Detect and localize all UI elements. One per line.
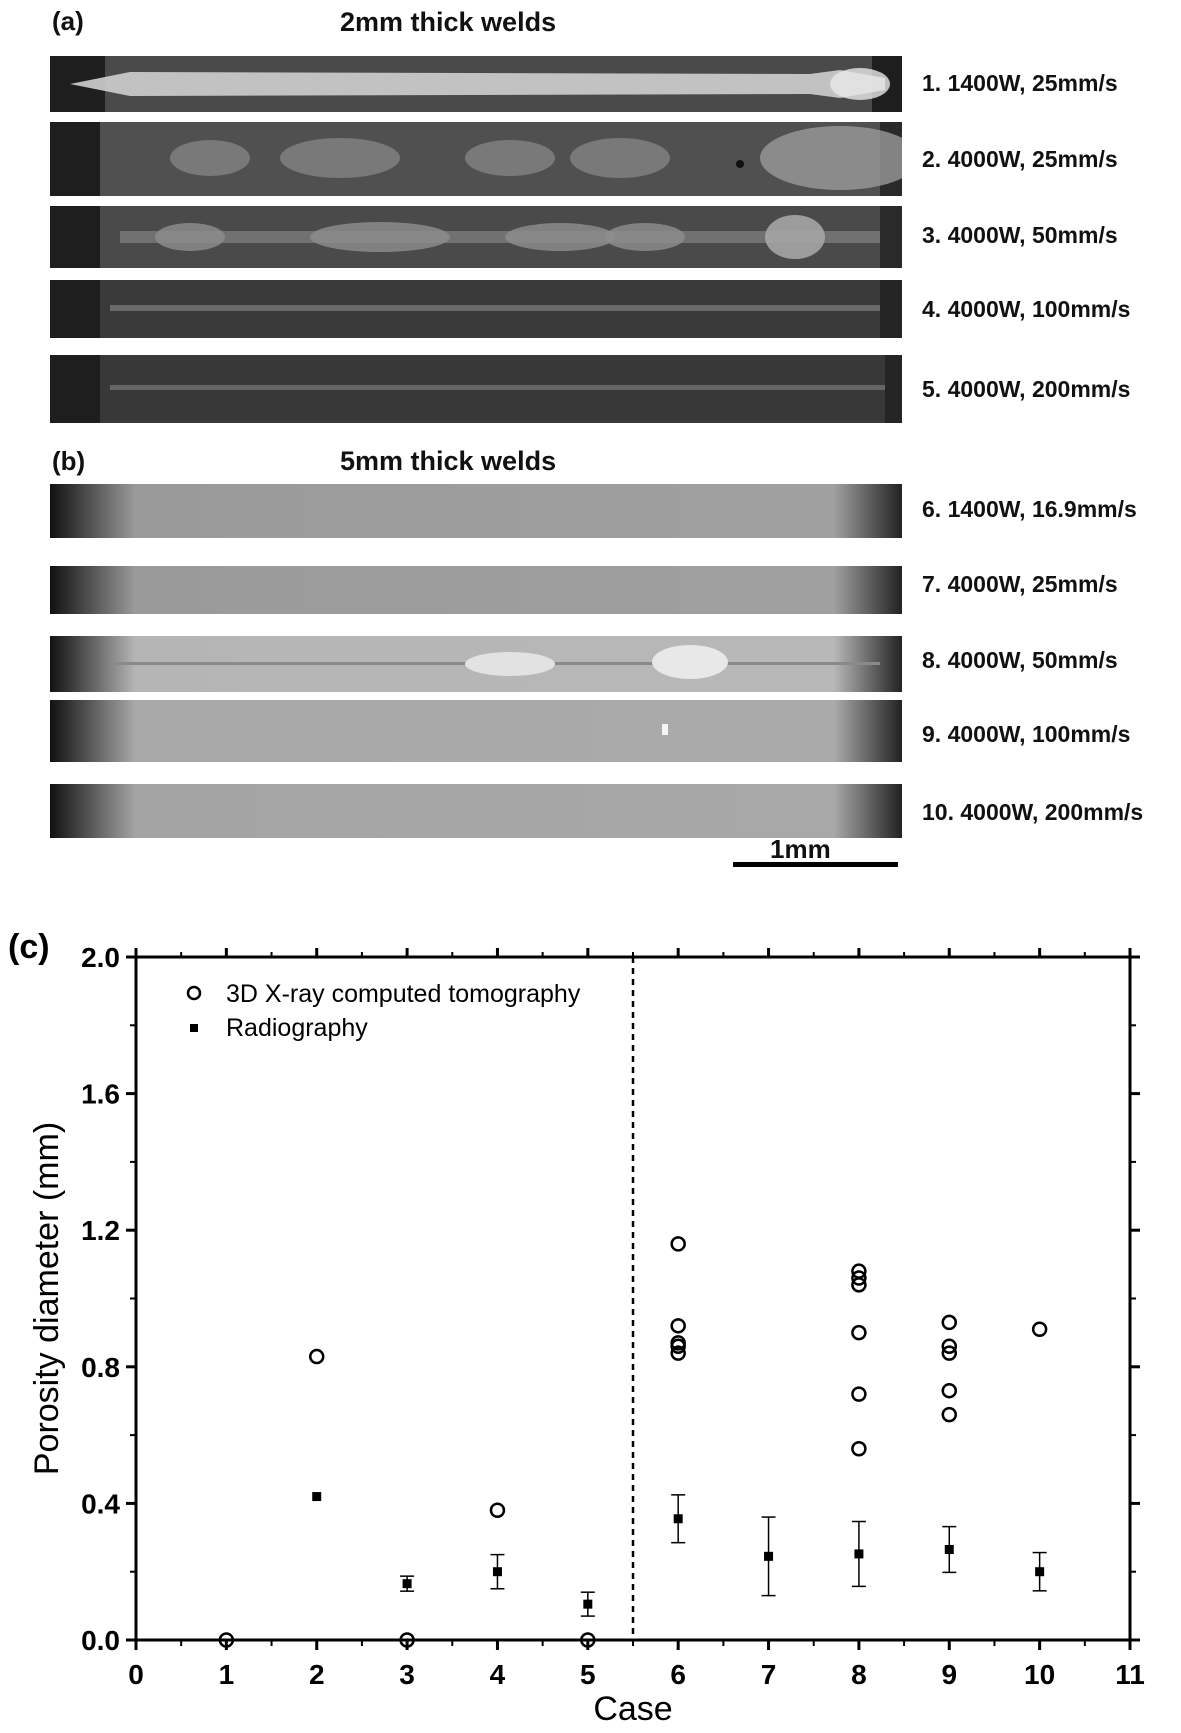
weld-label-8: 8. 4000W, 50mm/s xyxy=(922,647,1118,673)
weld-label-2: 2. 4000W, 25mm/s xyxy=(922,146,1118,172)
legend-ct-marker xyxy=(186,985,202,1001)
weld-image-8 xyxy=(50,636,902,692)
scale-bar xyxy=(733,862,898,867)
weld-image-5 xyxy=(50,355,902,423)
panel-a-title: 2mm thick welds xyxy=(340,7,557,37)
weld-image-2 xyxy=(50,122,902,196)
ct-point xyxy=(218,1632,235,1648)
y-tick-label: 0.8 xyxy=(81,1352,120,1383)
ct-point xyxy=(580,1632,596,1648)
ct-point xyxy=(851,1441,867,1457)
weld-image-1 xyxy=(50,56,902,112)
x-tick-label: 8 xyxy=(851,1659,867,1690)
weld-label-10: 10. 4000W, 200mm/s xyxy=(922,799,1144,825)
ct-point xyxy=(670,1338,686,1355)
x-tick-label: 1 xyxy=(219,1659,235,1690)
ct-point xyxy=(308,1348,325,1365)
weld-label-3: 3. 4000W, 50mm/s xyxy=(922,222,1118,248)
panel-a-label: (a) xyxy=(52,6,84,36)
radiography-point xyxy=(583,1599,593,1609)
x-tick-label: 6 xyxy=(670,1659,686,1690)
weld-label-1: 1. 1400W, 25mm/s xyxy=(922,70,1118,96)
x-axis-label: Case xyxy=(593,1690,672,1728)
weld-image-6 xyxy=(50,484,902,538)
weld-image-4 xyxy=(50,280,902,338)
weld-label-4: 4. 4000W, 100mm/s xyxy=(922,296,1131,322)
x-tick-label: 7 xyxy=(761,1659,777,1690)
porosity-chart: (c) 0 1 2 3 4 5 6 7 8 9 10 11 0.0 0.4 0.8 1.2 1.6 2.0 Case… xyxy=(8,928,1145,1728)
weld-label-5: 5. 4000W, 200mm/s xyxy=(922,376,1131,402)
radiography-point xyxy=(854,1549,864,1559)
ct-point xyxy=(851,1277,867,1293)
y-axis-label: Porosity diameter (mm) xyxy=(28,1122,66,1475)
x-tick-label: 5 xyxy=(580,1659,596,1690)
x-tick-label: 10 xyxy=(1024,1659,1055,1690)
ct-point xyxy=(399,1632,415,1648)
ct-point xyxy=(670,1318,686,1334)
y-tick-label: 1.6 xyxy=(81,1079,120,1110)
y-tick-label: 0.0 xyxy=(81,1625,120,1656)
x-tick-label: 3 xyxy=(399,1659,415,1690)
legend-ct-label: 3D X-ray computed tomography xyxy=(226,980,581,1008)
ct-point xyxy=(670,1345,686,1361)
legend-radiography-label: Radiography xyxy=(226,1014,368,1042)
ct-point xyxy=(941,1338,958,1355)
x-tick-label: 0 xyxy=(128,1659,144,1690)
panel-c-label: (c) xyxy=(8,928,50,966)
ct-point xyxy=(489,1502,506,1518)
ct-point xyxy=(941,1314,958,1331)
radiography-point xyxy=(1035,1567,1045,1577)
ct-point xyxy=(851,1324,867,1341)
x-tick-label: 11 xyxy=(1115,1659,1145,1690)
x-tick-label: 9 xyxy=(941,1659,957,1690)
radiography-point xyxy=(492,1567,502,1577)
radiography-point xyxy=(944,1545,954,1555)
weld-image-3 xyxy=(50,206,902,268)
legend-radiography-marker xyxy=(190,1024,198,1032)
weld-image-9 xyxy=(50,700,902,762)
ct-point xyxy=(670,1236,686,1252)
y-tick-label: 2.0 xyxy=(81,942,120,973)
scale-bar-label: 1mm xyxy=(770,834,831,864)
weld-image-10 xyxy=(50,784,902,838)
radiography-point xyxy=(673,1514,683,1524)
weld-label-7: 7. 4000W, 25mm/s xyxy=(922,571,1118,597)
x-tick-label: 4 xyxy=(490,1659,506,1690)
weld-image-7 xyxy=(50,566,902,614)
ct-point xyxy=(941,1406,958,1423)
ct-point xyxy=(941,1345,958,1361)
ct-point xyxy=(851,1270,867,1286)
ct-point xyxy=(941,1382,958,1399)
ct-point xyxy=(851,1386,867,1402)
panel-b-label: (b) xyxy=(52,446,86,476)
panel-b-title: 5mm thick welds xyxy=(340,446,557,476)
weld-label-9: 9. 4000W, 100mm/s xyxy=(922,721,1131,747)
weld-label-6: 6. 1400W, 16.9mm/s xyxy=(922,496,1137,522)
ct-point xyxy=(1031,1321,1048,1337)
radiography-point xyxy=(312,1492,322,1502)
radiography-point xyxy=(764,1551,774,1561)
y-tick-label: 1.2 xyxy=(81,1215,120,1246)
y-tick-label: 0.4 xyxy=(81,1488,120,1519)
radiography-point xyxy=(402,1579,412,1589)
x-tick-label: 2 xyxy=(309,1659,325,1690)
